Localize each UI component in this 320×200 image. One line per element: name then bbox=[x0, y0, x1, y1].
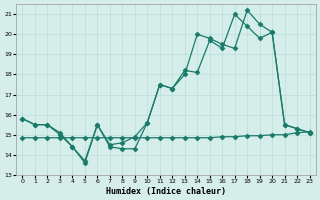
X-axis label: Humidex (Indice chaleur): Humidex (Indice chaleur) bbox=[106, 187, 226, 196]
